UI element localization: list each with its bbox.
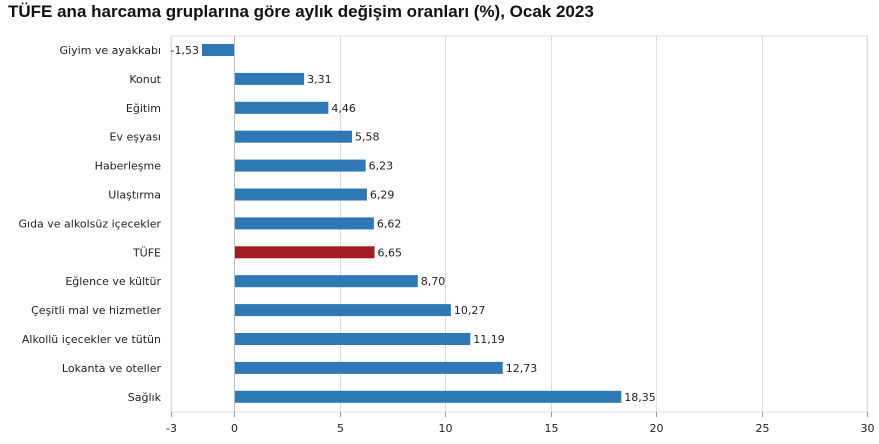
x-tick-label: 20 bbox=[650, 422, 664, 435]
bar bbox=[202, 44, 235, 56]
category-label: Çeşitli mal ve hizmetler bbox=[31, 304, 161, 317]
category-label: Gıda ve alkolsüz içecekler bbox=[18, 217, 161, 230]
x-tick-label: 25 bbox=[756, 422, 770, 435]
bar bbox=[234, 390, 622, 403]
category-label: TÜFE bbox=[132, 246, 161, 259]
data-label: 6,23 bbox=[369, 160, 394, 173]
data-label: 6,65 bbox=[378, 246, 403, 259]
category-label: Eğitim bbox=[126, 102, 161, 115]
data-label: 12,73 bbox=[506, 362, 538, 375]
bar bbox=[234, 333, 471, 345]
category-label: Giyim ve ayakkabı bbox=[60, 44, 161, 57]
x-tick-label: 30 bbox=[861, 422, 875, 435]
bar bbox=[234, 304, 451, 317]
bar bbox=[234, 361, 503, 374]
bar bbox=[234, 275, 418, 288]
bar bbox=[234, 101, 329, 114]
category-label: Lokanta ve oteller bbox=[62, 362, 162, 375]
bar bbox=[234, 130, 352, 143]
highlight-bar bbox=[234, 246, 375, 259]
data-label: 18,35 bbox=[624, 391, 656, 404]
data-label: 8,70 bbox=[421, 275, 446, 288]
bar bbox=[234, 188, 367, 201]
x-tick-label: -3 bbox=[166, 422, 177, 435]
data-label: 11,19 bbox=[473, 333, 505, 346]
category-label: Haberleşme bbox=[95, 160, 162, 173]
data-label: 10,27 bbox=[454, 304, 486, 317]
data-label: 4,46 bbox=[331, 102, 356, 115]
x-tick-label: 15 bbox=[545, 422, 559, 435]
x-tick-label: 0 bbox=[231, 422, 238, 435]
x-tick-label: 5 bbox=[337, 422, 344, 435]
bar bbox=[234, 217, 374, 230]
category-label: Eğlence ve kültür bbox=[65, 275, 161, 288]
category-label: Alkollü içecekler ve tütün bbox=[22, 333, 161, 346]
x-tick-label: 10 bbox=[439, 422, 453, 435]
category-label: Ulaştırma bbox=[108, 189, 161, 202]
data-label: 6,62 bbox=[377, 217, 402, 230]
data-label: 3,31 bbox=[307, 73, 332, 86]
chart-title: TÜFE ana harcama gruplarına göre aylık d… bbox=[8, 2, 594, 21]
category-label: Konut bbox=[129, 73, 161, 86]
data-label: -1,53 bbox=[171, 44, 199, 57]
category-label: Sağlık bbox=[128, 391, 162, 404]
category-label: Ev eşyası bbox=[110, 131, 162, 144]
bar bbox=[234, 159, 366, 172]
data-label: 5,58 bbox=[355, 131, 380, 144]
bar bbox=[234, 72, 305, 85]
data-label: 6,29 bbox=[370, 189, 395, 202]
